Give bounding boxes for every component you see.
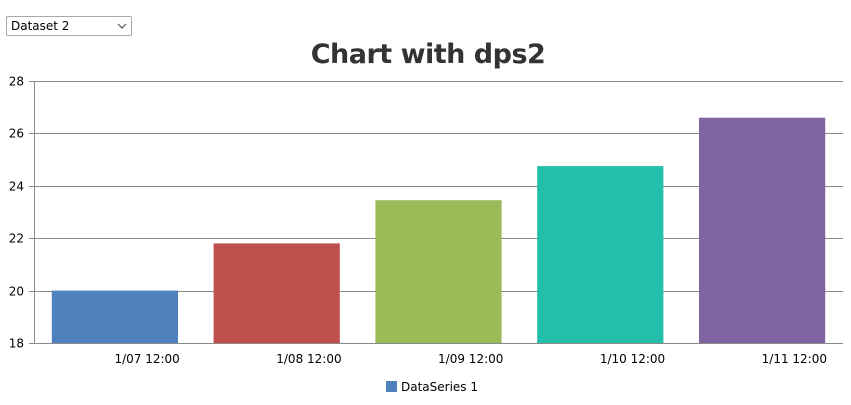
x-tick-label: 1/10 12:00 [600, 352, 665, 366]
x-tick-label: 1/07 12:00 [114, 352, 179, 366]
legend-swatch [386, 381, 397, 392]
bar [375, 200, 502, 343]
y-tick-label: 18 [9, 337, 24, 351]
bar [51, 290, 178, 343]
legend: DataSeries 1 [386, 380, 478, 394]
dataset-select[interactable]: Dataset 2 [6, 16, 132, 36]
y-tick-label: 22 [9, 232, 24, 246]
chevron-down-icon [117, 23, 127, 29]
axes: 18 20 22 24 26 28 1/07 12:00 1/08 12:00 1/09 12:… [9, 75, 843, 366]
x-tick-label: 1/08 12:00 [276, 352, 341, 366]
dataset-select-value: Dataset 2 [11, 19, 70, 33]
y-tick-label: 26 [9, 127, 24, 141]
bars [51, 117, 826, 343]
y-tick-label: 20 [9, 285, 24, 299]
bar [699, 117, 826, 343]
bar [213, 243, 340, 343]
y-tick-label: 24 [9, 180, 24, 194]
x-tick-label: 1/11 12:00 [762, 352, 827, 366]
bar [537, 166, 664, 343]
legend-label: DataSeries 1 [401, 380, 478, 394]
y-tick-label: 28 [9, 75, 24, 89]
x-tick-label: 1/09 12:00 [438, 352, 503, 366]
chart-title: Chart with dps2 [311, 39, 546, 70]
